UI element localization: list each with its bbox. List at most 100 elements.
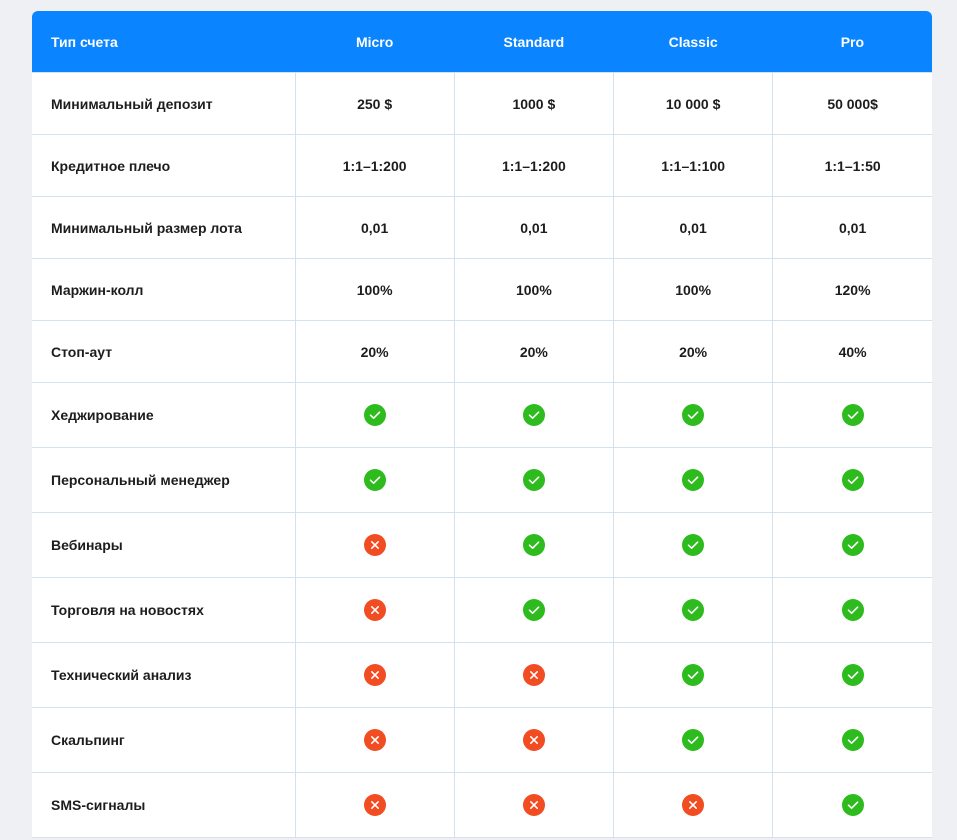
icon-cell (294, 382, 455, 448)
row-label: Минимальный размер лота (32, 196, 296, 259)
icon-cell (772, 707, 932, 773)
value-cell: 20% (453, 320, 615, 383)
icon-cell (772, 382, 932, 448)
row-label: Персональный менеджер (32, 447, 296, 513)
icon-cell (772, 772, 932, 838)
row-label: Минимальный депозит (32, 72, 296, 135)
value-cell: 20% (612, 320, 774, 383)
header-cell: Standard (454, 11, 614, 73)
table: Тип счета Micro Standard Classic Pro Минимал… (32, 11, 932, 838)
value-cell: 20% (294, 320, 455, 383)
icon-cell (612, 447, 774, 513)
check-icon (841, 599, 864, 621)
header-cell: Тип счета (32, 11, 295, 73)
value-cell: 1:1–1:200 (453, 134, 615, 197)
value-cell: 1000 $ (453, 72, 615, 135)
value-cell: 0,01 (294, 196, 455, 259)
value-cell: 10 000 $ (612, 72, 774, 135)
value-cell: 40% (772, 320, 932, 383)
icon-cell (612, 512, 774, 578)
icon-cell (612, 642, 774, 708)
icon-cell (294, 707, 455, 773)
value-cell: 50 000$ (772, 72, 932, 135)
value-cell: 120% (772, 258, 932, 321)
value-cell: 1:1–1:200 (294, 134, 455, 197)
check-icon (522, 469, 545, 491)
table-row: Персональный менеджер (32, 447, 932, 513)
header-cell: Pro (772, 11, 932, 73)
icon-cell (612, 707, 774, 773)
value-cell: 250 $ (294, 72, 455, 135)
comparison-table: Тип счета Micro Standard Classic Pro Минимал… (32, 11, 932, 838)
row-label: Маржин-колл (32, 258, 296, 321)
table-row: Хеджирование (32, 382, 932, 448)
cross-icon (522, 729, 545, 751)
check-icon (682, 469, 705, 491)
value-cell: 1:1–1:50 (772, 134, 932, 197)
icon-cell (612, 382, 774, 448)
icon-cell (294, 512, 455, 578)
cross-icon (363, 729, 386, 751)
cross-icon (522, 664, 545, 686)
icon-cell (453, 642, 615, 708)
row-label: Хеджирование (32, 382, 296, 448)
table-row: Маржин-колл 100% 100% 100% 120% (32, 258, 932, 321)
icon-cell (772, 447, 932, 513)
header-cell: Micro (295, 11, 455, 73)
check-icon (682, 404, 705, 426)
row-label: SMS-сигналы (32, 772, 296, 838)
row-label: Стоп-аут (32, 320, 296, 383)
table-row: Скальпинг (32, 707, 932, 773)
table-row: Минимальный депозит 250 $1000 $10 000 $50… (32, 72, 932, 135)
row-label: Торговля на новостях (32, 577, 296, 643)
header-row: Тип счета Micro Standard Classic Pro (32, 11, 932, 73)
icon-cell (453, 707, 615, 773)
icon-cell (453, 447, 615, 513)
value-cell: 1:1–1:100 (612, 134, 774, 197)
row-label: Скальпинг (32, 707, 296, 773)
icon-cell (772, 642, 932, 708)
value-cell: 0,01 (772, 196, 932, 259)
table-row: Минимальный размер лота 0,01 0,01 0,01 0,01 (32, 196, 932, 259)
table-row: Стоп-аут 20% 20% 20% 40% (32, 320, 932, 383)
check-icon (682, 599, 705, 621)
row-label: Технический анализ (32, 642, 296, 708)
check-icon (682, 664, 705, 686)
row-label: Вебинары (32, 512, 296, 578)
cross-icon (363, 534, 386, 556)
icon-cell (453, 512, 615, 578)
row-label: Кредитное плечо (32, 134, 296, 197)
value-cell: 100% (294, 258, 455, 321)
check-icon (522, 599, 545, 621)
value-cell: 100% (612, 258, 774, 321)
check-icon (682, 534, 705, 556)
check-icon (363, 404, 386, 426)
check-icon (363, 469, 386, 491)
table-row: SMS-сигналы (32, 772, 932, 838)
cross-icon (363, 794, 386, 816)
icon-cell (294, 642, 455, 708)
table-row: Технический анализ (32, 642, 932, 708)
value-cell: 0,01 (612, 196, 774, 259)
icon-cell (772, 577, 932, 643)
table-row: Вебинары (32, 512, 932, 578)
icon-cell (453, 382, 615, 448)
cross-icon (363, 664, 386, 686)
check-icon (841, 794, 864, 816)
icon-cell (772, 512, 932, 578)
table-row: Кредитное плечо 1:1–1:200 1:1–1:200 1:1–1:1… (32, 134, 932, 197)
icon-cell (612, 772, 774, 838)
table-row: Торговля на новостях (32, 577, 932, 643)
icon-cell (453, 772, 615, 838)
icon-cell (612, 577, 774, 643)
table-body: Минимальный депозит 250 $1000 $10 000 $50… (32, 72, 932, 838)
header-cell: Classic (613, 11, 773, 73)
check-icon (522, 534, 545, 556)
cross-icon (363, 599, 386, 621)
cross-icon (682, 794, 705, 816)
icon-cell (453, 577, 615, 643)
icon-cell (294, 447, 455, 513)
check-icon (841, 469, 864, 491)
value-cell: 100% (453, 258, 615, 321)
